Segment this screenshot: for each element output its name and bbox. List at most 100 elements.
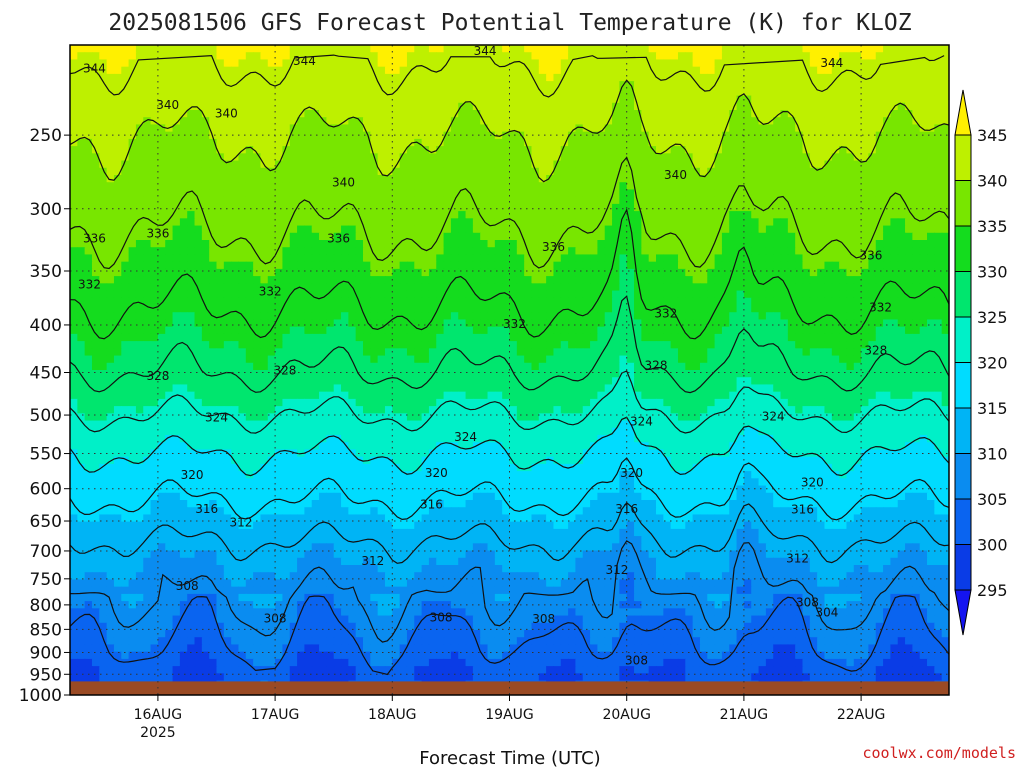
field-cell [626,95,635,104]
field-cell [194,66,203,75]
field-cell [751,211,760,219]
field-cell [612,110,620,118]
field-cell [311,247,320,256]
field-cell [106,261,115,270]
field-cell [363,268,371,277]
field-cell [765,240,774,248]
field-cell [443,117,452,126]
field-cell [568,196,577,205]
field-cell [824,131,833,140]
field-cell [824,117,833,126]
field-cell [641,110,650,118]
field-cell [297,153,305,162]
field-cell [648,240,657,248]
field-cell [927,276,935,284]
field-cell [165,160,174,169]
field-cell [516,189,525,198]
field-cell [670,167,679,176]
field-cell [546,102,555,111]
field-cell [392,117,401,126]
field-cell [597,160,606,169]
field-cell [751,312,760,321]
field-cell [582,312,591,321]
field-cell [795,175,804,183]
field-cell [245,66,254,75]
field-cell [165,247,174,256]
field-cell [384,59,393,68]
field-cell [282,73,291,82]
field-cell [370,290,379,299]
field-cell [465,138,474,147]
field-cell [275,247,284,256]
field-cell [165,59,174,68]
field-cell [648,225,657,234]
field-cell [927,218,935,227]
field-cell [934,203,943,212]
field-cell [113,218,122,227]
field-cell [370,268,379,277]
field-cell [297,276,305,284]
field-cell [253,66,262,75]
field-cell [128,341,137,349]
field-cell [751,196,760,205]
field-cell [619,254,628,263]
field-cell [319,110,327,118]
field-cell [714,254,723,263]
field-cell [267,102,276,111]
field-cell [113,247,122,256]
field-cell [773,110,782,118]
field-cell [707,124,716,133]
field-cell [187,175,196,183]
field-cell [670,175,679,183]
field-cell [538,167,547,176]
field-cell [179,153,188,162]
field-cell [165,167,174,176]
field-cell [590,261,598,270]
field-cell [656,240,664,248]
field-cell [890,160,899,169]
field-cell [780,182,789,191]
field-cell [648,124,657,133]
field-cell [128,261,137,270]
field-cell [223,218,232,227]
field-cell [245,326,254,335]
field-cell [245,297,254,306]
field-cell [568,290,577,299]
field-cell [377,66,386,75]
field-cell [135,102,144,111]
field-cell [560,117,569,126]
field-cell [99,297,108,306]
field-cell [377,196,386,205]
field-cell [597,312,606,321]
field-cell [157,189,166,198]
field-cell [656,196,664,205]
field-cell [406,59,415,68]
field-cell [282,59,291,68]
field-cell [685,182,694,191]
field-cell [831,66,840,75]
field-cell [670,268,679,277]
field-cell [458,305,467,313]
field-cell [487,102,496,111]
field-cell [560,110,569,118]
field-cell [150,52,159,61]
field-cell [179,305,188,313]
field-cell [846,225,855,234]
field-cell [128,189,137,198]
field-cell [480,232,489,241]
field-cell [927,261,935,270]
field-cell [824,175,833,183]
field-cell [890,268,899,277]
field-cell [663,276,672,284]
field-cell [524,297,533,306]
field-cell [699,240,708,248]
field-cell [297,312,305,321]
field-cell [546,333,555,342]
field-cell [414,81,423,89]
field-cell [575,203,584,212]
field-cell [531,95,540,104]
field-cell [656,225,664,234]
field-cell [509,319,518,328]
field-cell [253,117,262,126]
field-cell [546,218,555,227]
